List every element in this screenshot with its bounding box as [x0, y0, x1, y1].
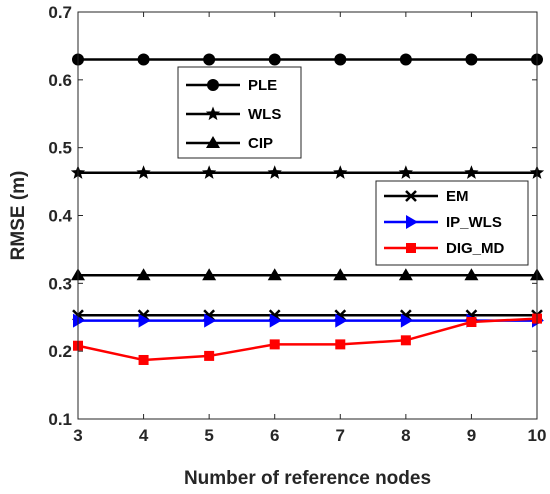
x-tick-label: 8 — [401, 426, 410, 445]
data-point — [267, 165, 282, 179]
x-tick-label: 5 — [204, 426, 213, 445]
legend-entry: PLE — [186, 77, 277, 94]
x-tick-label: 6 — [270, 426, 279, 445]
series-wls — [70, 165, 545, 179]
legend-marker — [206, 136, 220, 148]
legend-right: EM IP_WLS DIG_MD — [375, 180, 529, 266]
series-layer — [70, 53, 545, 365]
data-point — [335, 339, 346, 350]
y-tick-label: 0.4 — [48, 207, 72, 226]
y-tick-label: 0.6 — [48, 71, 72, 90]
legend-entry: IP_WLS — [384, 214, 502, 231]
data-point — [202, 268, 217, 281]
legend-entry: DIG_MD — [384, 240, 505, 257]
y-tick-label: 0.5 — [48, 139, 72, 158]
x-tick-label: 4 — [139, 426, 149, 445]
data-point — [204, 350, 215, 361]
legend-marker — [205, 106, 221, 121]
series-cip — [71, 268, 544, 281]
data-point — [464, 165, 479, 179]
legend-label: CIP — [248, 135, 273, 152]
data-point — [202, 165, 217, 179]
x-tick-label: 10 — [528, 426, 547, 445]
y-tick-label: 0.7 — [48, 3, 72, 22]
y-tick-label: 0.3 — [48, 274, 72, 293]
x-tick-label: 3 — [73, 426, 82, 445]
series-line — [77, 317, 538, 362]
legend-marker — [405, 190, 417, 202]
x-tick-label: 7 — [336, 426, 345, 445]
data-point — [136, 268, 151, 281]
data-point — [400, 335, 411, 346]
legend-top-left: PLE WLS CIP — [177, 66, 302, 159]
data-point — [465, 53, 478, 66]
data-point — [73, 313, 85, 328]
legend-marker — [207, 79, 219, 91]
data-point — [136, 165, 151, 179]
data-point — [269, 339, 280, 350]
legend-marker — [406, 215, 418, 229]
x-tick-label: 9 — [467, 426, 476, 445]
y-tick-label: 0.2 — [48, 342, 72, 361]
x-axis-label: Number of reference nodes — [184, 468, 431, 489]
data-point — [138, 354, 149, 365]
y-tick-label: 0.1 — [48, 410, 72, 429]
data-point — [398, 165, 413, 179]
data-point — [466, 316, 477, 327]
legend-box — [177, 66, 302, 159]
data-point — [204, 313, 217, 328]
legend-entry: WLS — [186, 106, 281, 123]
legend-label: PLE — [248, 77, 277, 94]
series-ple — [72, 53, 543, 66]
data-point — [464, 268, 479, 281]
legend-label: WLS — [248, 106, 281, 123]
ticks-layer: 3 4 5 6 7 8 9 10 0.1 0.2 0.3 0.4 0.5 0.6 0.7 — [48, 3, 546, 445]
data-point — [138, 313, 151, 328]
data-point — [203, 53, 216, 66]
data-point — [137, 53, 150, 66]
legend-entry: CIP — [186, 135, 273, 152]
data-point — [335, 313, 348, 328]
data-point — [333, 165, 348, 179]
data-point — [398, 268, 413, 281]
legend-label: IP_WLS — [446, 214, 502, 231]
legend-label: EM — [446, 188, 469, 205]
y-axis-label: RMSE (m) — [8, 171, 29, 261]
data-point — [334, 53, 347, 66]
data-point — [399, 53, 412, 66]
data-point — [268, 53, 281, 66]
data-point — [269, 313, 282, 328]
data-point — [400, 313, 413, 328]
legend-marker — [406, 243, 416, 253]
legend-label: DIG_MD — [446, 240, 505, 257]
legend-entry: EM — [384, 188, 469, 205]
data-point — [333, 268, 348, 281]
data-point — [267, 268, 282, 281]
